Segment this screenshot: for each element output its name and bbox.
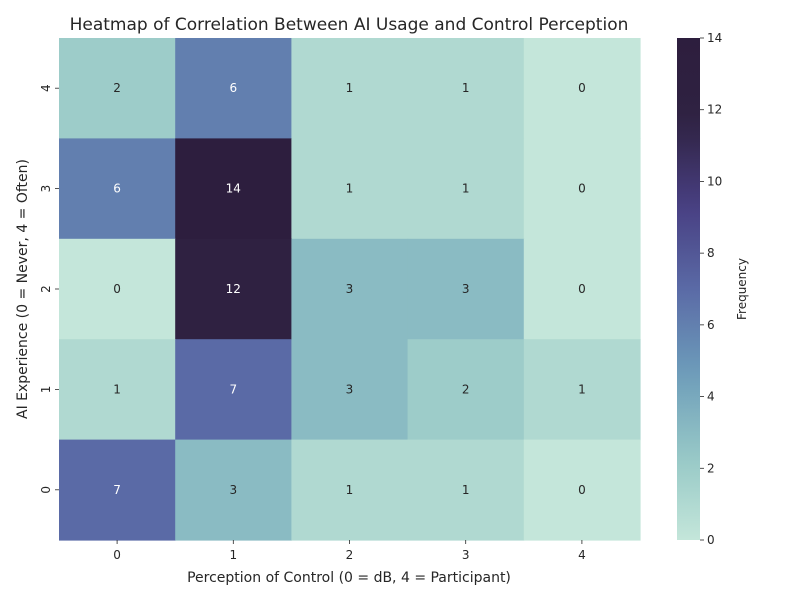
cell-value-label: 12 <box>226 282 241 296</box>
heatmap-cell <box>523 138 641 240</box>
colorbar <box>677 38 700 540</box>
cell-value-label: 3 <box>462 282 470 296</box>
heatmap-cell <box>291 38 409 139</box>
y-tick-label: 4 <box>39 84 53 92</box>
colorbar-tick-label: 10 <box>707 174 722 188</box>
heatmap-cell <box>59 339 176 441</box>
cell-value-label: 7 <box>113 483 121 497</box>
cell-value-label: 6 <box>229 81 237 95</box>
heatmap-cell <box>407 138 525 240</box>
cell-value-label: 7 <box>229 382 237 396</box>
cell-value-label: 14 <box>226 182 241 196</box>
cell-value-label: 3 <box>346 382 354 396</box>
cell-value-label: 1 <box>346 483 354 497</box>
x-tick-label: 2 <box>346 548 354 562</box>
heatmap-cell <box>175 238 292 340</box>
cell-value-label: 0 <box>113 282 121 296</box>
heatmap-cell <box>175 439 292 541</box>
x-axis-label: Perception of Control (0 = dB, 4 = Parti… <box>187 570 511 586</box>
heatmap-cell <box>175 38 292 139</box>
colorbar-tick-label: 6 <box>707 318 715 332</box>
cell-value-label: 0 <box>578 182 586 196</box>
heatmap-cell <box>523 38 641 139</box>
heatmap-cell <box>407 339 525 441</box>
y-tick-label: 1 <box>39 386 53 394</box>
heatmap-cells: 2 6 1 1 0 6 14 1 1 0 0 12 3 3 0 1 7 3 2 1 7 3 1 1 0 <box>59 38 641 541</box>
cell-value-label: 2 <box>113 81 121 95</box>
y-axis-ticks: 4 3 2 1 0 <box>39 84 59 494</box>
cell-value-label: 0 <box>578 483 586 497</box>
colorbar-tick-label: 8 <box>707 246 715 260</box>
heatmap-cell <box>407 238 525 340</box>
x-tick-label: 4 <box>578 548 586 562</box>
x-tick-label: 3 <box>462 548 470 562</box>
heatmap-cell <box>523 439 641 541</box>
y-tick-label: 3 <box>39 185 53 193</box>
heatmap-cell <box>59 439 176 541</box>
colorbar-tick-label: 0 <box>707 533 715 547</box>
cell-value-label: 1 <box>462 483 470 497</box>
heatmap-cell <box>407 38 525 139</box>
heatmap-cell <box>407 439 525 541</box>
heatmap-cell <box>175 339 292 441</box>
heatmap-cell <box>523 238 641 340</box>
cell-value-label: 0 <box>578 81 586 95</box>
y-axis-label: AI Experience (0 = Never, 4 = Often) <box>15 159 31 419</box>
y-tick-label: 0 <box>39 486 53 494</box>
cell-value-label: 1 <box>346 182 354 196</box>
heatmap-cell <box>59 38 176 139</box>
cell-value-label: 3 <box>346 282 354 296</box>
colorbar-ticks: 0 2 4 6 8 10 12 14 <box>700 31 722 547</box>
x-tick-label: 0 <box>113 548 121 562</box>
heatmap-cell <box>291 138 409 240</box>
cell-value-label: 0 <box>578 282 586 296</box>
heatmap-cell <box>523 339 641 441</box>
cell-value-label: 1 <box>113 382 121 396</box>
colorbar-tick-label: 2 <box>707 461 715 475</box>
colorbar-label: Frequency <box>735 258 749 320</box>
colorbar-tick-label: 14 <box>707 31 722 45</box>
chart-title: Heatmap of Correlation Between AI Usage … <box>70 15 629 35</box>
cell-value-label: 1 <box>462 81 470 95</box>
cell-value-label: 1 <box>578 382 586 396</box>
y-tick-label: 2 <box>39 285 53 293</box>
heatmap-cell <box>59 238 176 340</box>
heatmap-cell <box>291 339 409 441</box>
cell-value-label: 3 <box>229 483 237 497</box>
heatmap-cell <box>291 439 409 541</box>
colorbar-tick-label: 4 <box>707 390 715 404</box>
heatmap-cell <box>59 138 176 240</box>
x-tick-label: 1 <box>229 548 237 562</box>
heatmap-cell <box>291 238 409 340</box>
heatmap-cell <box>175 138 292 240</box>
x-axis-ticks: 0 1 2 3 4 <box>113 540 586 562</box>
cell-value-label: 6 <box>113 182 121 196</box>
cell-value-label: 2 <box>462 382 470 396</box>
cell-value-label: 1 <box>346 81 354 95</box>
cell-value-label: 1 <box>462 182 470 196</box>
colorbar-tick-label: 12 <box>707 103 722 117</box>
